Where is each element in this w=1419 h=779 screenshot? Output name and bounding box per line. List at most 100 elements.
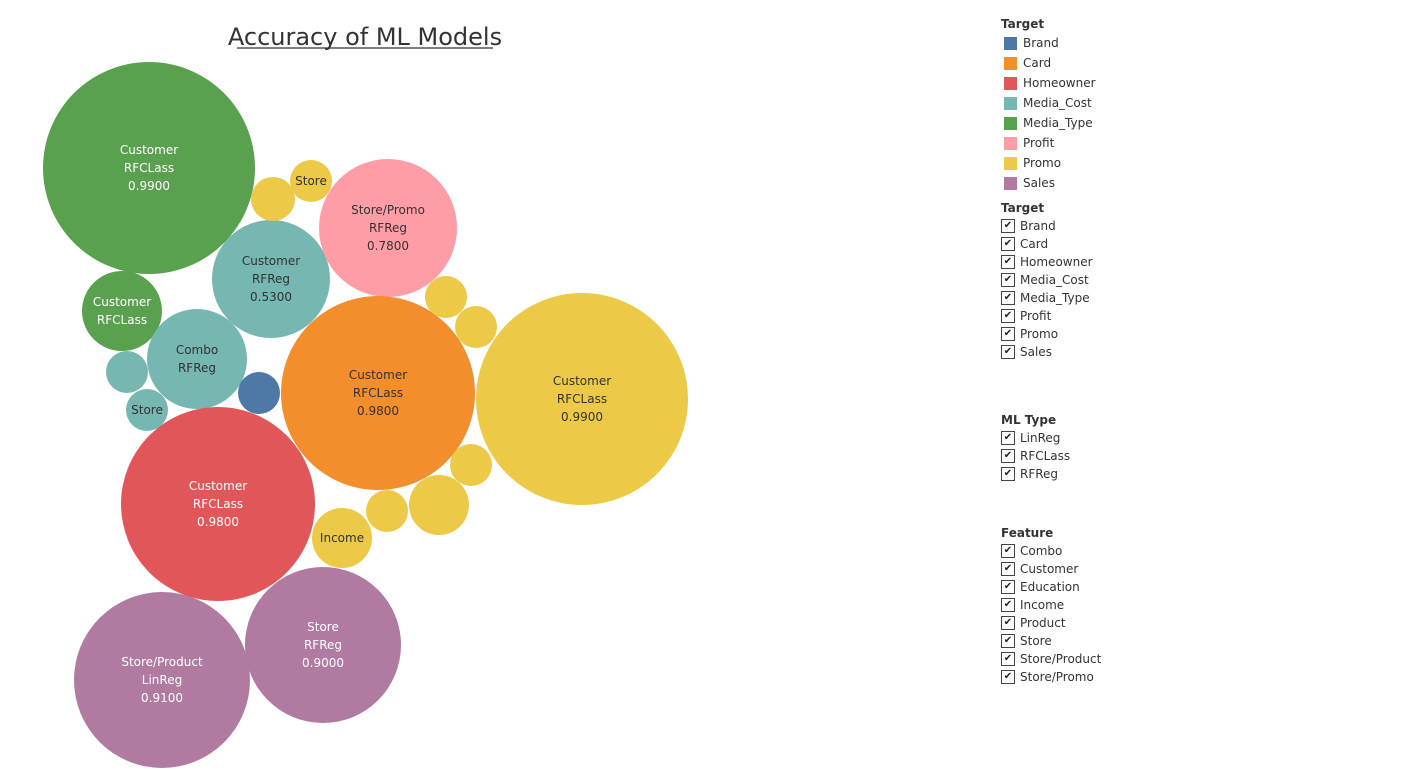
checkbox-checked-icon[interactable]: ✔ xyxy=(1001,431,1015,445)
filter-option[interactable]: ✔ Media_Type xyxy=(1001,289,1301,307)
bubble[interactable]: Store/Promo RFReg 0.7800 xyxy=(319,159,457,297)
bubble-label: 0.9100 xyxy=(141,691,183,705)
legend-swatch xyxy=(1004,156,1017,170)
bubble[interactable] xyxy=(425,276,467,318)
checkbox-checked-icon[interactable]: ✔ xyxy=(1001,309,1015,323)
bubble-label: Store/Promo xyxy=(351,203,425,217)
bubble-label: Customer xyxy=(553,374,611,388)
bubble[interactable]: Customer RFReg 0.5300 xyxy=(212,220,330,338)
filter-option[interactable]: ✔ Combo xyxy=(1001,542,1301,560)
filter-option[interactable]: ✔ Store/Promo xyxy=(1001,668,1301,686)
bubble[interactable]: Customer RFCLass 0.9800 xyxy=(281,296,475,490)
legend-item[interactable]: Media_Type xyxy=(1001,113,1301,133)
checkbox-checked-icon[interactable]: ✔ xyxy=(1001,237,1015,251)
bubble-circle[interactable] xyxy=(290,160,332,202)
bubble[interactable]: Customer RFCLass 0.9900 xyxy=(476,293,688,505)
legend-item[interactable]: Homeowner xyxy=(1001,73,1301,93)
checkbox-checked-icon[interactable]: ✔ xyxy=(1001,544,1015,558)
checkbox-checked-icon[interactable]: ✔ xyxy=(1001,562,1015,576)
bubble[interactable]: Customer RFCLass 0.9900 xyxy=(43,62,255,274)
filter-option[interactable]: ✔ Income xyxy=(1001,596,1301,614)
bubble[interactable]: Store/Product LinReg 0.9100 xyxy=(74,592,250,768)
bubble-label: Customer xyxy=(242,254,300,268)
legend-item[interactable]: Sales xyxy=(1001,173,1301,193)
bubble-circle[interactable] xyxy=(450,444,492,486)
filter-option[interactable]: ✔ RFReg xyxy=(1001,465,1301,483)
legend-item[interactable]: Card xyxy=(1001,53,1301,73)
bubble-circle[interactable] xyxy=(121,407,315,601)
checkbox-checked-icon[interactable]: ✔ xyxy=(1001,327,1015,341)
bubble[interactable]: Customer RFCLass 0.9800 xyxy=(121,407,315,601)
bubble-circle[interactable] xyxy=(245,567,401,723)
filter-option[interactable]: ✔ Store xyxy=(1001,632,1301,650)
legend-item[interactable]: Media_Cost xyxy=(1001,93,1301,113)
checkbox-checked-icon[interactable]: ✔ xyxy=(1001,219,1015,233)
bubble-circle[interactable] xyxy=(43,62,255,274)
bubble[interactable] xyxy=(106,351,148,393)
filter-option[interactable]: ✔ Homeowner xyxy=(1001,253,1301,271)
checkbox-checked-icon[interactable]: ✔ xyxy=(1001,580,1015,594)
checkbox-checked-icon[interactable]: ✔ xyxy=(1001,291,1015,305)
filter-option[interactable]: ✔ Sales xyxy=(1001,343,1301,361)
checkbox-checked-icon[interactable]: ✔ xyxy=(1001,255,1015,269)
bubble[interactable] xyxy=(251,177,295,221)
filter-option[interactable]: ✔ Card xyxy=(1001,235,1301,253)
bubble-chart: Accuracy of ML Models Customer RFCLass 0.9… xyxy=(43,23,688,768)
bubble-circle[interactable] xyxy=(251,177,295,221)
filter-option[interactable]: ✔ RFCLass xyxy=(1001,447,1301,465)
bubble[interactable]: Store xyxy=(290,160,332,202)
bubble-circle[interactable] xyxy=(106,351,148,393)
checkbox-checked-icon[interactable]: ✔ xyxy=(1001,598,1015,612)
bubble-circle[interactable] xyxy=(425,276,467,318)
bubble[interactable] xyxy=(238,372,280,414)
filter-option[interactable]: ✔ Customer xyxy=(1001,560,1301,578)
bubble-circle[interactable] xyxy=(212,220,330,338)
bubble-circle[interactable] xyxy=(319,159,457,297)
legend-swatch xyxy=(1004,176,1017,190)
bubble-label: RFCLass xyxy=(353,386,403,400)
filter-option[interactable]: ✔ Media_Cost xyxy=(1001,271,1301,289)
bubble[interactable]: Combo RFReg xyxy=(147,309,247,409)
bubble-label: Customer xyxy=(93,295,151,309)
checkbox-checked-icon[interactable]: ✔ xyxy=(1001,467,1015,481)
checkbox-checked-icon[interactable]: ✔ xyxy=(1001,652,1015,666)
checkbox-checked-icon[interactable]: ✔ xyxy=(1001,634,1015,648)
bubble-circle[interactable] xyxy=(455,306,497,348)
bubble[interactable]: Customer RFCLass xyxy=(82,271,162,351)
filter-option[interactable]: ✔ Store/Product xyxy=(1001,650,1301,668)
checkbox-checked-icon[interactable]: ✔ xyxy=(1001,616,1015,630)
chart-title: Accuracy of ML Models xyxy=(228,23,502,51)
bubble-label: Customer xyxy=(349,368,407,382)
bubble[interactable] xyxy=(409,475,469,535)
bubble-circle[interactable] xyxy=(82,271,162,351)
bubble[interactable]: Income xyxy=(312,508,372,568)
checkbox-checked-icon[interactable]: ✔ xyxy=(1001,670,1015,684)
legend-item[interactable]: Brand xyxy=(1001,33,1301,53)
bubble-circle[interactable] xyxy=(476,293,688,505)
checkbox-checked-icon[interactable]: ✔ xyxy=(1001,273,1015,287)
bubble-circle[interactable] xyxy=(281,296,475,490)
bubble[interactable] xyxy=(366,490,408,532)
bubble[interactable] xyxy=(450,444,492,486)
filter-option[interactable]: ✔ LinReg xyxy=(1001,429,1301,447)
legend-item[interactable]: Profit xyxy=(1001,133,1301,153)
checkbox-checked-icon[interactable]: ✔ xyxy=(1001,449,1015,463)
bubble[interactable]: Store RFReg 0.9000 xyxy=(245,567,401,723)
bubble-circle[interactable] xyxy=(126,389,168,431)
filter-option[interactable]: ✔ Product xyxy=(1001,614,1301,632)
filter-option[interactable]: ✔ Promo xyxy=(1001,325,1301,343)
bubble-circle[interactable] xyxy=(409,475,469,535)
bubble-circle[interactable] xyxy=(74,592,250,768)
bubble-circle[interactable] xyxy=(238,372,280,414)
bubble-label: Customer xyxy=(120,143,178,157)
legend-item[interactable]: Promo xyxy=(1001,153,1301,173)
filter-option[interactable]: ✔ Profit xyxy=(1001,307,1301,325)
checkbox-checked-icon[interactable]: ✔ xyxy=(1001,345,1015,359)
bubble-circle[interactable] xyxy=(312,508,372,568)
bubble-circle[interactable] xyxy=(366,490,408,532)
bubble[interactable]: Store xyxy=(126,389,168,431)
filter-option[interactable]: ✔ Education xyxy=(1001,578,1301,596)
bubble-circle[interactable] xyxy=(147,309,247,409)
filter-option[interactable]: ✔ Brand xyxy=(1001,217,1301,235)
bubble[interactable] xyxy=(455,306,497,348)
